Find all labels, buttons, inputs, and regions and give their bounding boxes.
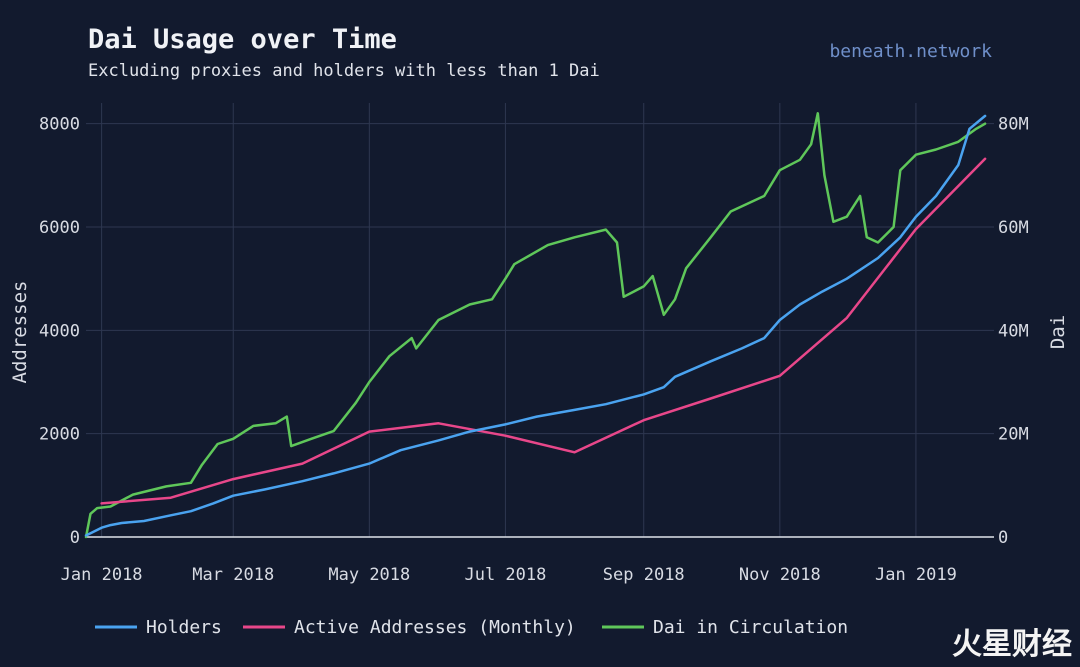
y-tick-label: 0 xyxy=(70,528,80,548)
x-tick-label: Jan 2019 xyxy=(875,565,957,585)
x-tick-label: Nov 2018 xyxy=(739,565,821,585)
x-tick-label: Sep 2018 xyxy=(603,565,685,585)
y-tick-label: 4000 xyxy=(39,321,80,341)
y-tick-label: 2000 xyxy=(39,425,80,445)
grid xyxy=(86,103,994,538)
y2-tick-label: 80M xyxy=(998,115,1029,135)
plot-area xyxy=(84,112,987,539)
y-tick-label: 6000 xyxy=(39,218,80,238)
series-line-0 xyxy=(84,114,987,537)
y2-tick-label: 40M xyxy=(998,321,1029,341)
legend-label: Dai in Circulation xyxy=(653,617,848,638)
y-axis-title: Addresses xyxy=(9,281,31,384)
source-label: beneath.network xyxy=(829,41,992,62)
x-tick-label: Jul 2018 xyxy=(464,565,546,585)
series-line-1 xyxy=(100,157,987,505)
y2-tick-label: 0 xyxy=(998,528,1008,548)
chart-title: Dai Usage over Time xyxy=(88,24,397,55)
x-tick-label: Mar 2018 xyxy=(192,565,274,585)
y2-tick-label: 20M xyxy=(998,425,1029,445)
axis-ticks: Jan 2018 Mar 2018 May 2018 Jul 2018 Sep 2018… xyxy=(39,115,1029,585)
y-tick-label: 8000 xyxy=(39,115,80,135)
x-tick-label: May 2018 xyxy=(328,565,410,585)
chart-subtitle: Excluding proxies and holders with less … xyxy=(88,61,600,81)
y2-axis-title: Dai xyxy=(1047,315,1069,349)
y2-tick-label: 60M xyxy=(998,218,1029,238)
series-line-2 xyxy=(84,112,987,539)
legend: Holders Active Addresses (Monthly) Dai in … xyxy=(95,617,848,638)
x-tick-label: Jan 2018 xyxy=(61,565,143,585)
legend-label: Holders xyxy=(146,617,222,638)
legend-label: Active Addresses (Monthly) xyxy=(294,617,576,638)
watermark-logo: 火星财经 xyxy=(952,627,1072,662)
